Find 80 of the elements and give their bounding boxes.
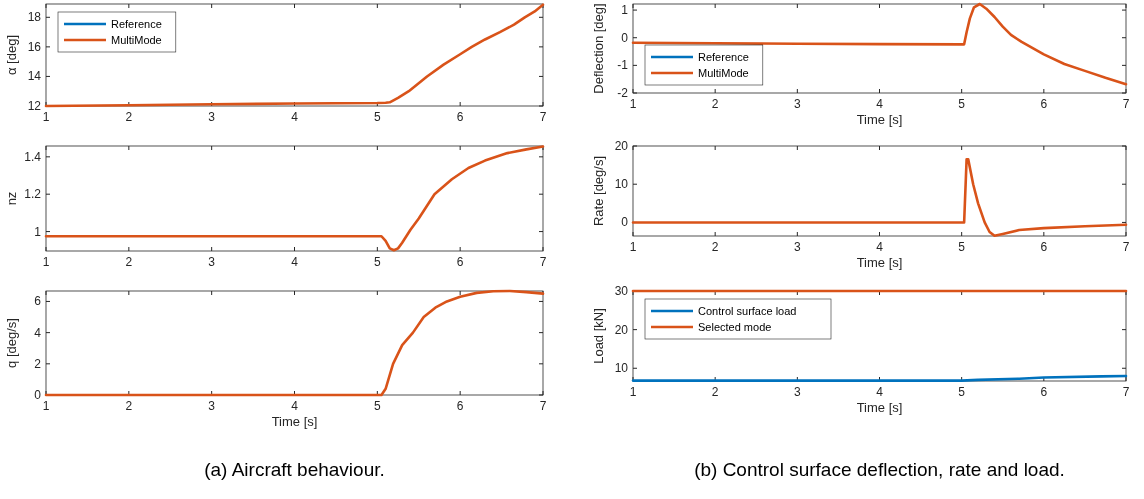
x-tick-label: 2 [125,255,133,269]
x-tick-label: 5 [373,110,381,124]
y-tick-label: 14 [27,69,42,84]
y-tick-label: 4 [34,325,42,340]
legend-label: Control surface load [698,305,797,317]
x-tick-label: 3 [793,240,801,254]
x-tick-label: 7 [1122,385,1130,399]
y-tick-label: 12 [27,99,42,113]
x-tick-label: 3 [793,97,801,111]
y-axis-title: nz [4,191,19,206]
y-tick-label: 10 [614,177,629,192]
x-tick-label: 4 [291,255,299,269]
y-tick-label: 1 [34,224,42,239]
x-axis-title: Time [s] [856,112,903,127]
line-series [631,2,1128,86]
x-tick-label: 2 [711,240,719,254]
x-tick-label: 3 [208,110,216,124]
y-tick-label: 16 [27,39,42,54]
x-tick-label: 7 [539,399,547,413]
x-tick-label: 7 [1122,240,1130,254]
legend-label: Reference [698,51,749,63]
x-tick-label: 2 [711,97,719,111]
x-tick-label: 4 [291,110,299,124]
x-tick-label: 4 [291,399,299,413]
x-tick-label: 2 [125,399,133,413]
x-tick-label: 6 [1040,385,1048,399]
line-series [631,158,1128,238]
y-tick-label: 20 [614,322,629,337]
y-tick-label: 20 [614,139,629,153]
x-tick-label: 5 [958,97,966,111]
x-tick-label: 2 [125,110,133,124]
x-tick-label: 6 [1040,240,1048,254]
y-axis-title: Rate [deg/s] [591,155,606,227]
line-series [44,145,545,252]
text: (b) Control surface deflection, rate and load. [694,459,1065,480]
x-tick-label: 2 [711,385,719,399]
x-tick-label: 6 [456,110,464,124]
y-tick-label: 2 [34,356,42,371]
x-axis-title: Time [s] [856,255,903,270]
text: (a) Aircraft behaviour. [204,459,385,480]
legend-label: Reference [111,18,162,30]
y-tick-label: 0 [34,388,42,402]
x-tick-label: 6 [1040,97,1048,111]
line-series [44,289,545,397]
x-tick-label: 7 [539,110,547,124]
y-tick-label: 1 [621,3,629,18]
x-tick-label: 6 [456,399,464,413]
x-tick-label: 7 [539,255,547,269]
y-axis-title: Load [kN] [591,308,606,364]
y-tick-label: 1.4 [24,149,42,164]
x-tick-label: 5 [373,255,381,269]
x-tick-label: 3 [208,399,216,413]
x-tick-label: 3 [208,255,216,269]
y-tick-label: 0 [621,30,629,45]
x-tick-label: 6 [456,255,464,269]
y-tick-label: -1 [617,58,629,73]
legend-label: MultiMode [698,67,749,79]
y-axis-title: q [deg/s] [4,318,19,368]
y-axis-title: α [deg] [4,34,19,76]
y-tick-label: 6 [34,294,42,309]
legend-label: Selected mode [698,321,772,333]
x-tick-label: 4 [876,97,884,111]
x-tick-label: 5 [373,399,381,413]
x-tick-label: 5 [958,385,966,399]
x-tick-label: 4 [876,385,884,399]
y-axis-title: Deflection [deg] [591,3,606,94]
x-axis-title: Time [s] [271,414,318,429]
y-tick-label: 1.2 [24,187,42,202]
y-tick-label: 30 [614,284,629,298]
x-tick-label: 7 [1122,97,1130,111]
x-axis-title: Time [s] [856,400,903,415]
legend-label: MultiMode [111,34,162,46]
y-tick-label: 18 [27,10,42,25]
x-tick-label: 4 [876,240,884,254]
y-tick-label: 0 [621,215,629,230]
x-tick-label: 5 [958,240,966,254]
x-tick-label: 3 [793,385,801,399]
y-tick-label: -2 [617,86,629,100]
line-series [44,3,545,108]
y-tick-label: 10 [614,361,629,376]
